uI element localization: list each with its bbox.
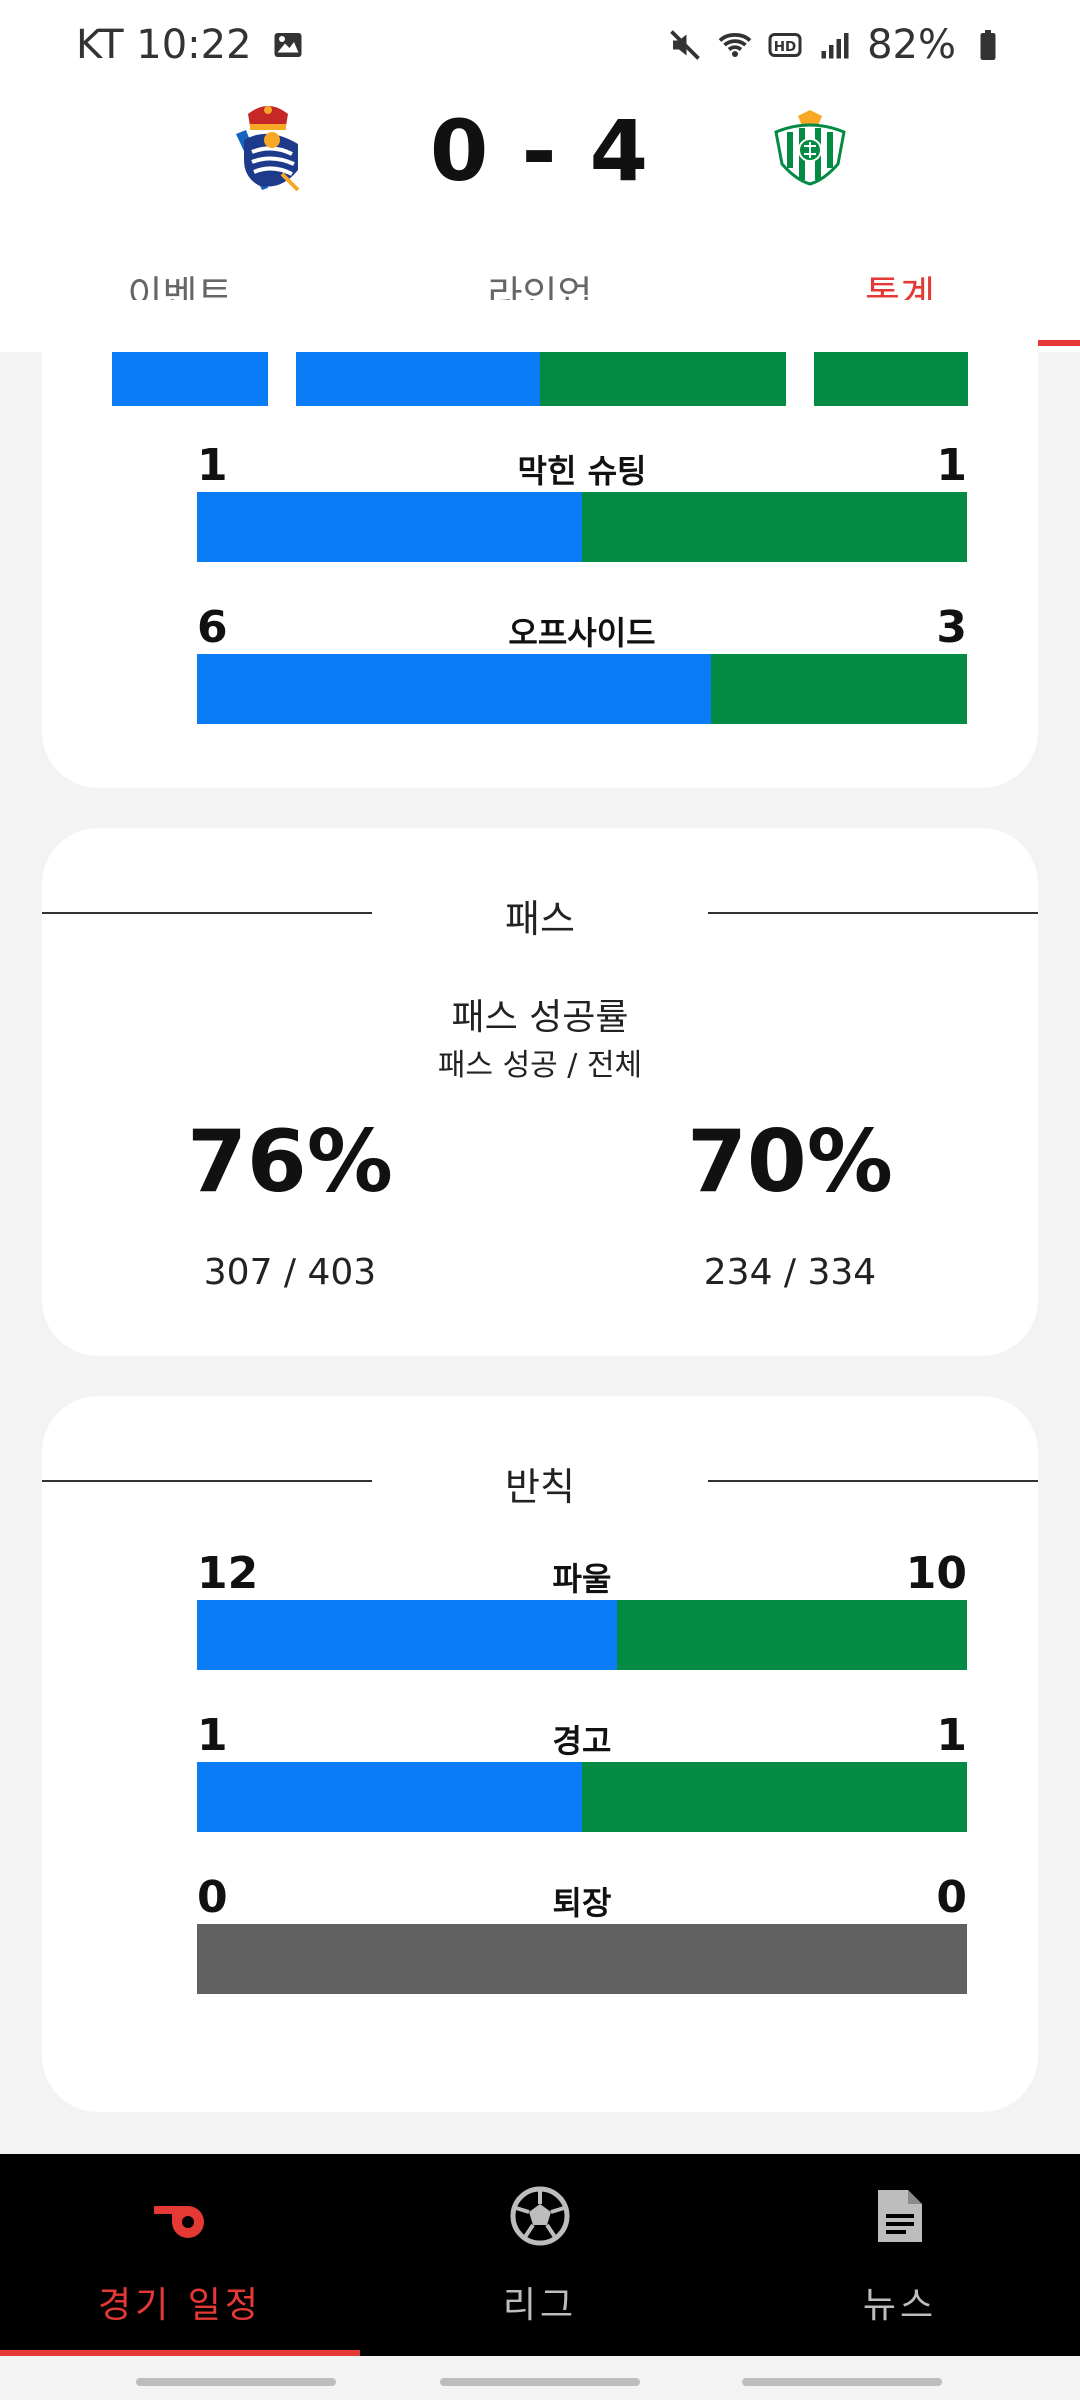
cut-off-bar-row	[112, 352, 968, 406]
stat-bar-home	[197, 654, 711, 724]
home-team-logo[interactable]	[226, 100, 310, 192]
image-notification-icon	[274, 33, 302, 57]
svg-text:HD: HD	[774, 39, 797, 55]
gesture-pill-left[interactable]	[136, 2378, 336, 2386]
hd-voice-icon: HD	[768, 33, 802, 57]
section-title-passes: 패스	[505, 897, 575, 941]
stats-card-fouls: 반칙 12 파울 10 1 경고 1 0 퇴장 0	[42, 1396, 1038, 2112]
section-divider-right	[708, 1480, 1038, 1482]
stat-bar-empty	[197, 1924, 967, 1994]
cut-off-bar-away-b	[540, 352, 786, 406]
home-pass-ratio: 307 / 403	[203, 1252, 377, 1293]
stat-away-value: 1	[936, 440, 967, 491]
nav-item-league[interactable]: 리그	[360, 2154, 720, 2356]
stat-label: 퇴장	[552, 1884, 612, 1922]
stat-bar	[197, 492, 967, 562]
stat-bar-away	[616, 1600, 967, 1670]
signal-icon	[821, 33, 849, 59]
nav-item-fixtures[interactable]: 경기 일정	[0, 2154, 360, 2356]
stat-home-value: 1	[197, 440, 228, 491]
away-pass-ratio: 234 / 334	[703, 1252, 877, 1293]
stat-label: 오프사이드	[508, 614, 656, 652]
stat-bar-home	[197, 1600, 617, 1670]
whistle-icon	[154, 2206, 204, 2238]
status-left: KT 10:22	[76, 22, 306, 68]
status-right: HD 82%	[667, 22, 1006, 68]
stat-bar	[197, 654, 967, 724]
stat-home-value: 0	[197, 1872, 228, 1923]
stat-away-value: 10	[905, 1548, 967, 1599]
stat-home-value: 12	[197, 1548, 259, 1599]
pass-accuracy-note: 패스 성공 / 전체	[437, 1048, 643, 1083]
cut-off-bar-home-a	[112, 352, 268, 406]
stat-row-yellow-cards: 1 경고 1	[197, 1710, 967, 1870]
battery-percent: 82%	[867, 22, 956, 68]
stat-label: 파울	[552, 1560, 612, 1598]
stat-bar-away	[582, 1762, 967, 1832]
nav-label: 리그	[502, 2285, 578, 2326]
stat-bar-home	[197, 1762, 582, 1832]
pass-accuracy-title: 패스 성공률	[451, 997, 629, 1038]
system-gesture-bar	[0, 2356, 1080, 2400]
gesture-pill-right[interactable]	[742, 2378, 942, 2386]
stat-home-value: 1	[197, 1710, 228, 1761]
stat-bar	[197, 1924, 967, 1994]
carrier-time: KT 10:22	[76, 22, 252, 68]
section-divider-right	[708, 912, 1038, 914]
stat-row-blocked-shots: 1 막힌 슈팅 1	[197, 440, 967, 600]
nav-item-news[interactable]: 뉴스	[720, 2154, 1080, 2356]
stats-card-shooting: 1 막힌 슈팅 1 6 오프사이드 3	[42, 300, 1038, 788]
stat-bar-away	[710, 654, 967, 724]
stat-label: 막힌 슈팅	[517, 452, 647, 490]
match-score: 0 - 4	[429, 102, 651, 200]
stat-bar-home	[197, 492, 582, 562]
away-team-logo[interactable]	[768, 110, 852, 186]
home-pass-percent: 76%	[187, 1112, 393, 1212]
cut-off-bar-away-a	[814, 352, 968, 406]
section-title-fouls: 반칙	[505, 1465, 575, 1509]
nav-label: 경기 일정	[98, 2285, 262, 2326]
stat-row-offsides: 6 오프사이드 3	[197, 602, 967, 762]
stat-home-value: 6	[197, 602, 228, 653]
mute-icon	[670, 30, 700, 60]
nav-label: 뉴스	[862, 2285, 938, 2326]
bottom-navigation: 경기 일정 리그 뉴스	[0, 2154, 1080, 2356]
stat-away-value: 1	[936, 1710, 967, 1761]
section-divider-left	[42, 912, 372, 914]
stat-away-value: 3	[936, 602, 967, 653]
stat-bar	[197, 1762, 967, 1832]
stat-bar	[197, 1600, 967, 1670]
stat-row-fouls: 12 파울 10	[197, 1548, 967, 1708]
stat-away-value: 0	[936, 1872, 967, 1923]
stat-label: 경고	[552, 1722, 612, 1760]
news-document-icon	[878, 2190, 922, 2242]
soccer-ball-icon	[510, 2186, 570, 2246]
battery-icon	[980, 30, 996, 60]
section-divider-left	[42, 1480, 372, 1482]
stat-bar-away	[582, 492, 967, 562]
nav-active-indicator	[0, 2350, 360, 2356]
gesture-pill-center[interactable]	[440, 2378, 640, 2386]
stats-card-passes: 패스 패스 성공률 패스 성공 / 전체 76% 70% 307 / 403 2…	[42, 828, 1038, 1356]
status-bar: KT 10:22 HD 82%	[0, 0, 1080, 92]
cut-off-bar-home-b	[296, 352, 540, 406]
stat-row-red-cards: 0 퇴장 0	[197, 1872, 967, 2032]
wifi-icon	[718, 33, 752, 57]
away-pass-percent: 70%	[687, 1112, 893, 1212]
